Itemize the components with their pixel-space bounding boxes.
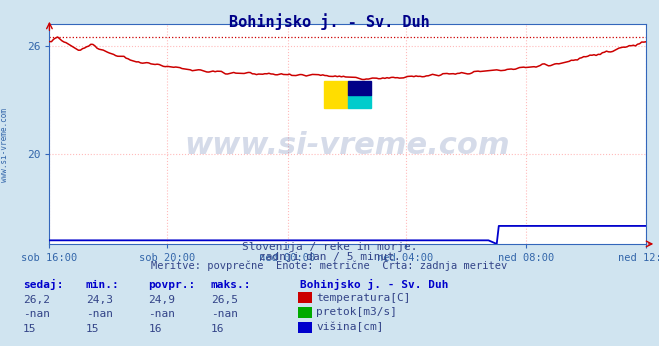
Text: 26,5: 26,5 — [211, 295, 238, 305]
Text: 15: 15 — [86, 324, 99, 334]
Text: Bohinjsko j. - Sv. Duh: Bohinjsko j. - Sv. Duh — [300, 279, 448, 290]
Text: -nan: -nan — [86, 309, 113, 319]
Text: temperatura[C]: temperatura[C] — [316, 293, 411, 303]
FancyBboxPatch shape — [324, 81, 348, 108]
Text: www.si-vreme.com: www.si-vreme.com — [185, 130, 511, 160]
Text: zadnji dan / 5 minut.: zadnji dan / 5 minut. — [258, 252, 401, 262]
Text: 16: 16 — [211, 324, 224, 334]
Text: 24,3: 24,3 — [86, 295, 113, 305]
Text: -nan: -nan — [148, 309, 175, 319]
Text: 26,2: 26,2 — [23, 295, 50, 305]
Text: www.si-vreme.com: www.si-vreme.com — [0, 108, 9, 182]
Text: min.:: min.: — [86, 280, 119, 290]
Text: 24,9: 24,9 — [148, 295, 175, 305]
Text: -nan: -nan — [23, 309, 50, 319]
FancyBboxPatch shape — [348, 81, 372, 94]
Text: višina[cm]: višina[cm] — [316, 322, 384, 332]
Text: Slovenija / reke in morje.: Slovenija / reke in morje. — [242, 242, 417, 252]
Text: 16: 16 — [148, 324, 161, 334]
Text: Bohinjsko j. - Sv. Duh: Bohinjsko j. - Sv. Duh — [229, 13, 430, 30]
Text: 15: 15 — [23, 324, 36, 334]
Text: maks.:: maks.: — [211, 280, 251, 290]
Text: povpr.:: povpr.: — [148, 280, 196, 290]
Text: sedaj:: sedaj: — [23, 279, 63, 290]
Text: pretok[m3/s]: pretok[m3/s] — [316, 307, 397, 317]
FancyBboxPatch shape — [348, 94, 372, 108]
Text: Meritve: povprečne  Enote: metrične  Črta: zadnja meritev: Meritve: povprečne Enote: metrične Črta:… — [152, 259, 507, 271]
Text: -nan: -nan — [211, 309, 238, 319]
